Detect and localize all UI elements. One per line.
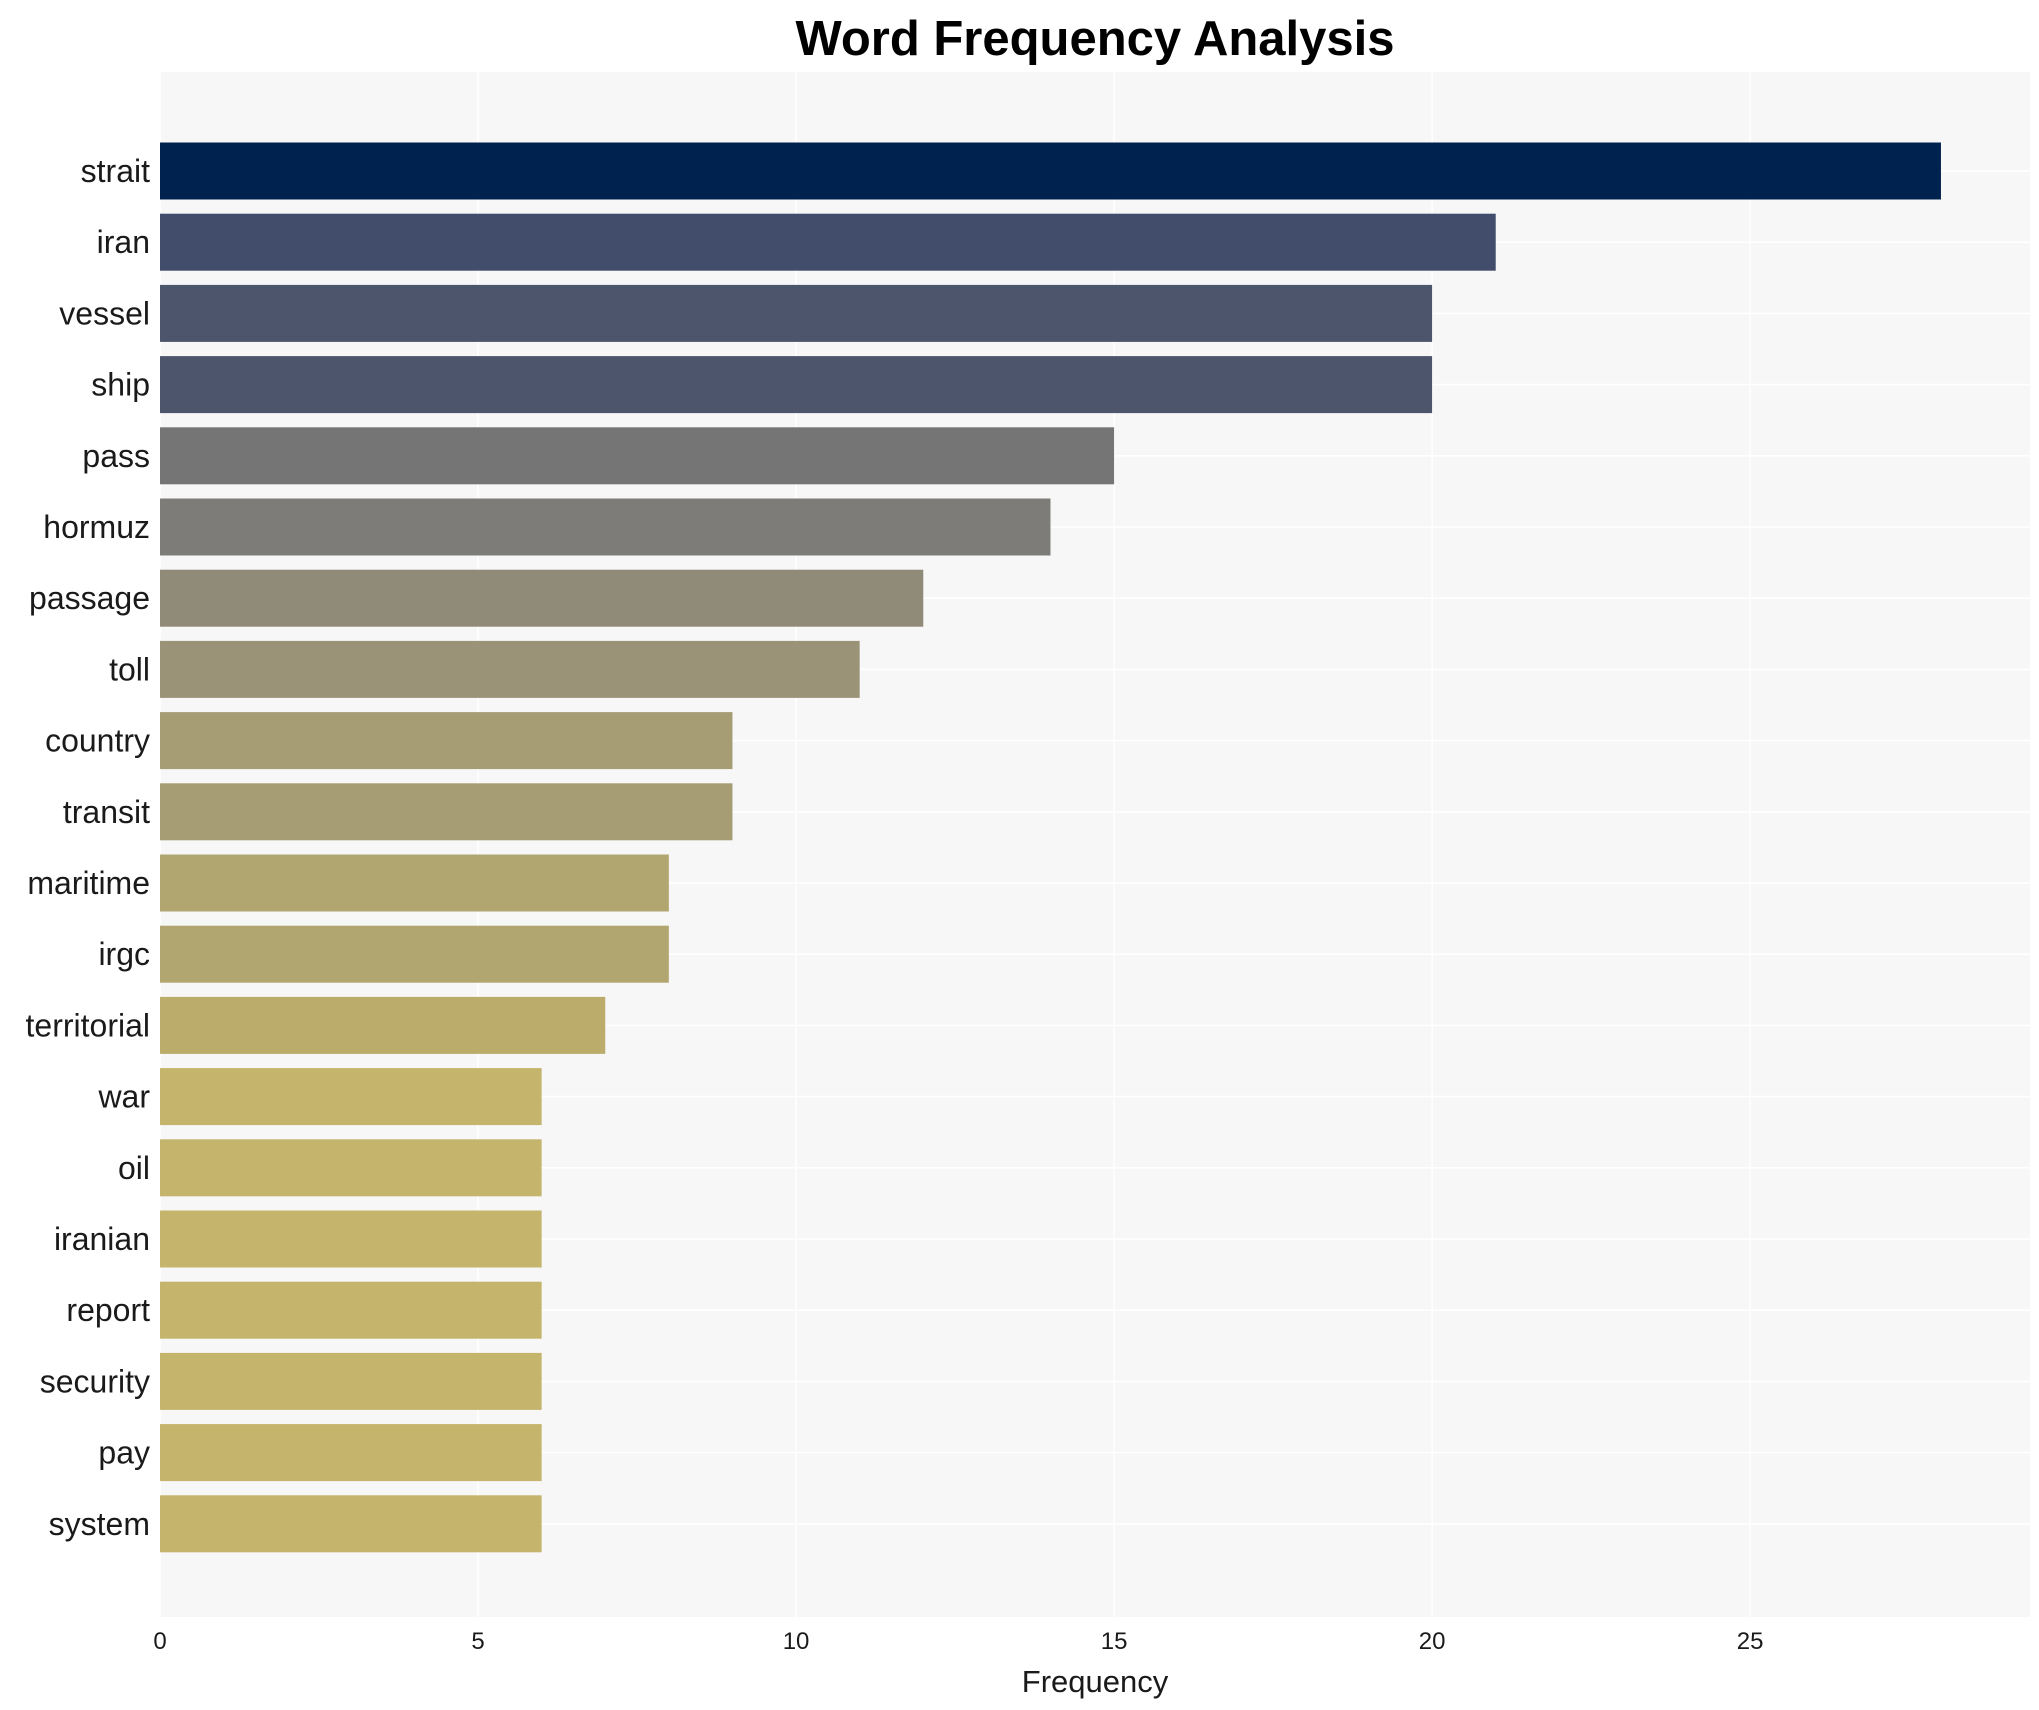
bar-war (160, 1068, 542, 1126)
bar-iran (160, 213, 1496, 271)
bar-country (160, 712, 733, 770)
x-axis-label: Frequency (1022, 1664, 1169, 1699)
bar-hormuz (160, 498, 1051, 556)
y-tick-label-iran: iran (97, 224, 150, 260)
bar-transit (160, 783, 733, 841)
bar-toll (160, 640, 860, 698)
y-tick-labels: strait iran vessel ship pass hormuz passage tol… (26, 153, 151, 1542)
bar-strait (160, 142, 1941, 200)
y-tick-label-iranian: iranian (54, 1221, 150, 1257)
bar-pay (160, 1424, 542, 1482)
x-tick-labels: 0 5 10 15 20 25 (153, 1628, 1763, 1655)
bar-pass (160, 427, 1115, 485)
x-tick-label-20: 20 (1419, 1628, 1446, 1655)
y-tick-label-pay: pay (98, 1435, 150, 1471)
bar-vessel (160, 284, 1433, 342)
x-tick-label-10: 10 (783, 1628, 810, 1655)
y-tick-label-security: security (40, 1363, 150, 1399)
y-tick-label-report: report (66, 1292, 150, 1328)
y-tick-label-ship: ship (91, 367, 150, 403)
y-tick-label-passage: passage (29, 580, 150, 616)
y-tick-label-irgc: irgc (98, 936, 150, 972)
y-tick-label-pass: pass (82, 438, 150, 474)
chart-title: Word Frequency Analysis (795, 12, 1394, 66)
bar-ship (160, 356, 1433, 414)
y-tick-label-war: war (97, 1079, 150, 1115)
y-tick-label-territorial: territorial (26, 1007, 150, 1043)
bar-iranian (160, 1210, 542, 1268)
x-tick-label-25: 25 (1737, 1628, 1764, 1655)
x-tick-label-0: 0 (153, 1628, 166, 1655)
y-tick-label-vessel: vessel (59, 295, 150, 331)
y-tick-label-transit: transit (63, 794, 150, 830)
x-tick-label-5: 5 (471, 1628, 484, 1655)
bar-oil (160, 1139, 542, 1197)
bar-report (160, 1281, 542, 1339)
y-tick-label-oil: oil (118, 1150, 150, 1186)
y-tick-label-system: system (49, 1506, 150, 1542)
bar-territorial (160, 996, 606, 1054)
bar-system (160, 1495, 542, 1553)
bar-passage (160, 569, 924, 627)
y-tick-label-maritime: maritime (27, 865, 150, 901)
y-tick-label-toll: toll (109, 651, 150, 687)
y-tick-label-strait: strait (81, 153, 150, 189)
y-tick-label-hormuz: hormuz (43, 509, 150, 545)
bar-irgc (160, 925, 669, 983)
x-tick-label-15: 15 (1101, 1628, 1128, 1655)
bar-maritime (160, 854, 669, 912)
y-tick-label-country: country (45, 723, 150, 759)
bar-security (160, 1352, 542, 1410)
bars (160, 142, 1941, 1553)
